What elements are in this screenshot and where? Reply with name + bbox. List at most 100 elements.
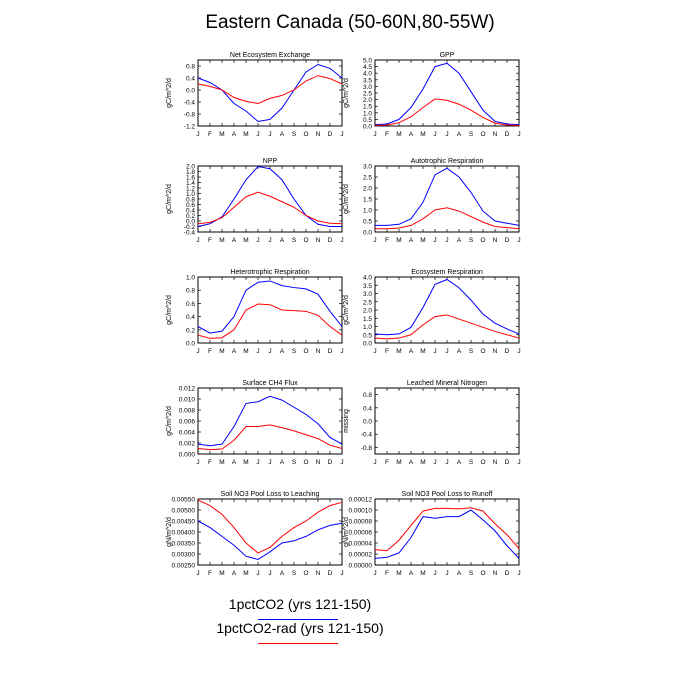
- series-line-2: [197, 75, 343, 105]
- x-tick-label: D: [505, 131, 510, 138]
- x-tick-label: A: [280, 570, 285, 577]
- x-tick-label: M: [219, 237, 224, 244]
- y-tick-label: 0.002: [179, 441, 196, 448]
- y-tick-label: 0.00006: [349, 530, 373, 537]
- y-tick-label: 2.0: [186, 164, 195, 171]
- y-axis-label: gC/m^2/d: [166, 406, 173, 436]
- series-line-1: [374, 509, 520, 559]
- y-tick-label: -1.2: [184, 124, 196, 131]
- plot-frame: [197, 498, 343, 566]
- y-tick-label: 0.00450: [172, 519, 196, 526]
- y-tick-label: 1.0: [363, 208, 372, 215]
- y-tick-label: -0.2: [184, 224, 196, 231]
- x-tick-label: F: [208, 459, 212, 466]
- x-tick-label: O: [480, 459, 485, 466]
- x-tick-label: O: [480, 348, 485, 355]
- x-tick-label: J: [517, 348, 520, 355]
- x-tick-label: J: [517, 570, 520, 577]
- x-tick-label: A: [409, 570, 414, 577]
- y-tick-label: 1.0: [186, 275, 195, 282]
- x-tick-label: F: [208, 131, 212, 138]
- x-tick-label: A: [280, 348, 285, 355]
- x-tick-label: J: [445, 131, 448, 138]
- y-tick-label: 4.0: [363, 71, 372, 78]
- x-tick-label: M: [396, 570, 401, 577]
- x-tick-label: D: [328, 570, 333, 577]
- x-tick-label: M: [243, 131, 248, 138]
- x-tick-label: J: [196, 131, 199, 138]
- panel-5: Heterotrophic Respiration gC/m^2/d 0.0 0.2 0…: [166, 269, 344, 355]
- x-tick-label: D: [328, 348, 333, 355]
- y-tick-label: 0.00012: [349, 497, 373, 504]
- x-tick-label: N: [316, 348, 321, 355]
- plot-frame: [374, 276, 520, 344]
- x-tick-label: N: [493, 459, 498, 466]
- series-line-1: [374, 278, 520, 336]
- x-tick-label: J: [340, 237, 343, 244]
- x-tick-label: J: [373, 237, 376, 244]
- panel-6: Ecosystem Respiration gC/m^2/d 0.0 0.51.01.…: [343, 269, 521, 355]
- x-tick-label: A: [409, 131, 414, 138]
- y-tick-label: 0.6: [186, 202, 195, 209]
- series-line-1: [197, 280, 343, 334]
- x-tick-label: A: [457, 459, 462, 466]
- plot-frame: [197, 59, 343, 127]
- y-tick-label: 1.0: [363, 110, 372, 117]
- x-tick-label: J: [517, 237, 520, 244]
- y-tick-label: -0.4: [184, 230, 196, 237]
- y-tick-label: 1.0: [363, 324, 372, 331]
- x-tick-label: M: [420, 131, 425, 138]
- y-tick-label: 2.5: [363, 175, 372, 182]
- y-tick-label: -0.4: [184, 100, 196, 107]
- y-axis-label: gC/m^2/d: [343, 295, 350, 325]
- plot-frame: [374, 387, 520, 455]
- y-tick-label: 1.5: [363, 197, 372, 204]
- y-tick-label: 0.006: [179, 419, 196, 426]
- y-tick-label: -0.8: [361, 445, 373, 452]
- x-tick-label: J: [517, 131, 520, 138]
- x-tick-label: O: [303, 459, 308, 466]
- x-tick-label: F: [385, 570, 389, 577]
- x-tick-label: S: [469, 131, 474, 138]
- y-tick-label: 5.0: [363, 58, 372, 65]
- x-tick-label: J: [433, 131, 436, 138]
- y-tick-label: 0.00004: [349, 541, 373, 548]
- x-tick-label: J: [373, 131, 376, 138]
- y-tick-label: 0.2: [186, 213, 195, 220]
- x-tick-label: D: [328, 237, 333, 244]
- series-line-1: [375, 167, 520, 226]
- series-line-2: [197, 424, 343, 451]
- y-axis-label: gC/m^2/d: [166, 78, 173, 108]
- y-axis-label: missing: [343, 409, 350, 433]
- x-tick-label: N: [493, 570, 498, 577]
- y-tick-label: 2.5: [363, 91, 372, 98]
- y-axis-label: gC/m^2/d: [166, 184, 173, 214]
- series-line-2: [197, 303, 343, 339]
- x-tick-label: J: [256, 131, 259, 138]
- x-tick-label: J: [433, 348, 436, 355]
- panel-9: Soil NO3 Pool Loss to LeachinggN/m^2/d0.…: [166, 491, 344, 577]
- x-tick-label: A: [457, 570, 462, 577]
- y-tick-label: 0.00500: [172, 508, 196, 515]
- x-tick-label: J: [268, 131, 271, 138]
- series-line-2: [374, 98, 520, 126]
- x-tick-label: F: [208, 348, 212, 355]
- y-tick-label: 0.00010: [349, 508, 373, 515]
- x-tick-label: F: [385, 131, 389, 138]
- y-axis-label: gN/m^2/d: [166, 517, 173, 547]
- x-tick-label: J: [340, 131, 343, 138]
- series-line-2: [374, 314, 520, 340]
- x-tick-label: D: [505, 459, 510, 466]
- x-tick-label: J: [445, 459, 448, 466]
- series-line-1: [197, 520, 343, 561]
- y-tick-label: 2.0: [363, 186, 372, 193]
- series-line-1: [197, 166, 342, 227]
- x-tick-label: J: [196, 348, 199, 355]
- x-tick-label: S: [292, 348, 297, 355]
- x-tick-label: J: [256, 348, 259, 355]
- x-tick-label: J: [340, 459, 343, 466]
- panel-3: NPP gC/m^2/d -0.4-0.20.00.20.40.60.81.01.2…: [166, 158, 344, 244]
- y-tick-label: 1.5: [363, 316, 372, 323]
- x-tick-label: A: [232, 348, 237, 355]
- y-tick-label: 2.0: [363, 308, 372, 315]
